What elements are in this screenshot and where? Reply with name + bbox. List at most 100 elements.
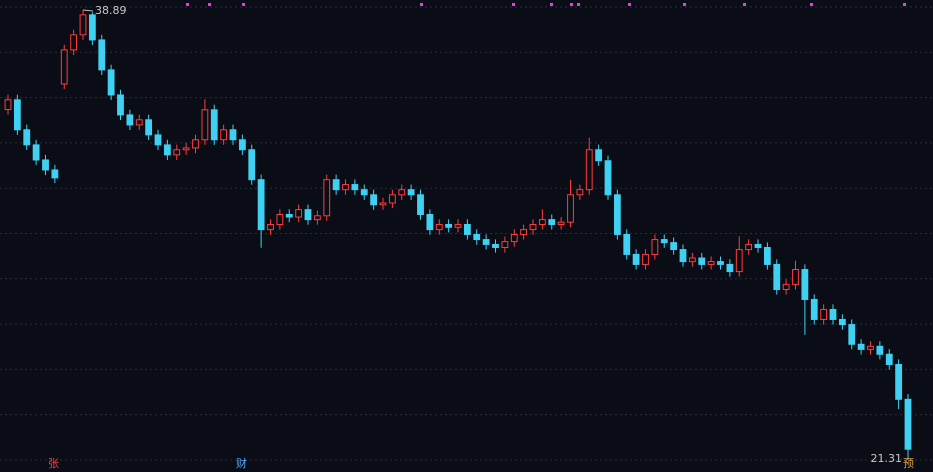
candle-body: [895, 363, 903, 400]
candle-body: [801, 269, 809, 300]
candle-body: [4, 99, 12, 111]
candle-body: [763, 247, 771, 265]
candle-body: [257, 179, 265, 231]
max-label: 38.89: [95, 4, 127, 17]
marker-dot: [810, 3, 813, 6]
candle-body: [632, 253, 640, 265]
marker-dot: [743, 3, 746, 6]
candle-body: [107, 69, 115, 96]
marker-dot: [570, 3, 573, 6]
candle-body: [135, 119, 143, 126]
top-markers: [186, 3, 906, 6]
candle-body: [379, 202, 387, 206]
candle-body: [782, 283, 790, 290]
candle-body: [623, 233, 631, 255]
candle-body: [473, 233, 481, 241]
candle-body: [848, 324, 856, 345]
candle-body: [567, 194, 574, 223]
min-label: 21.31: [871, 452, 903, 465]
candle-body: [613, 194, 621, 235]
candle-body: [88, 14, 96, 41]
max-pointer: [82, 9, 94, 12]
candle-body: [163, 144, 171, 156]
candle-body: [792, 269, 799, 285]
candle-body: [745, 243, 753, 251]
candle-body: [717, 261, 724, 265]
candle-body: [904, 398, 912, 450]
candle-body: [285, 213, 293, 218]
candle-body: [126, 114, 134, 126]
candle-body: [688, 257, 696, 263]
candle-body: [304, 209, 312, 221]
marker-dot: [208, 3, 211, 6]
marker-label: 张: [48, 457, 59, 470]
candle-body: [229, 129, 237, 141]
candle-body: [351, 184, 359, 191]
candle-body: [98, 39, 106, 71]
candle-body: [698, 257, 706, 265]
candle-body: [70, 34, 78, 51]
candle-body: [220, 129, 228, 141]
candle-body: [670, 242, 678, 251]
candle-body: [182, 147, 190, 151]
marker-dot: [683, 3, 686, 6]
candle-body: [117, 94, 124, 116]
candle-body: [726, 263, 734, 273]
candle-body: [642, 253, 649, 265]
candle-body: [445, 223, 453, 228]
candle-body: [857, 343, 865, 350]
candle-body: [267, 223, 274, 231]
marker-dot: [512, 3, 515, 6]
candle-body: [876, 345, 884, 355]
candle-body: [679, 249, 687, 263]
candle-body: [838, 318, 846, 326]
candle-body: [388, 194, 396, 204]
marker-dot: [628, 3, 631, 6]
candle-body: [829, 308, 837, 320]
candle-body: [557, 221, 565, 225]
candle-body: [463, 223, 471, 235]
candle-body: [173, 149, 181, 156]
candle-body: [32, 144, 40, 161]
candle-body: [42, 159, 49, 171]
candle-body: [576, 189, 584, 196]
candle-body: [295, 209, 303, 218]
candle-body: [60, 49, 68, 85]
candle-body: [238, 139, 246, 151]
candle-body: [482, 239, 490, 245]
candle-body: [192, 139, 199, 149]
candle-body: [201, 109, 209, 141]
candle-body: [426, 213, 434, 231]
candle-body: [510, 233, 518, 243]
candle-body: [735, 249, 743, 273]
candle-body: [529, 223, 537, 231]
candle-body: [810, 298, 818, 320]
marker-dot: [242, 3, 245, 6]
candle-body: [585, 149, 593, 191]
candle-body: [398, 189, 406, 196]
marker-dot: [420, 3, 423, 6]
candle-body: [248, 149, 256, 181]
candle-body: [79, 14, 87, 36]
candle-body: [210, 109, 218, 141]
marker-label: 预: [903, 457, 914, 470]
candle-body: [435, 223, 443, 231]
marker-dot: [577, 3, 580, 6]
candle-body: [407, 189, 415, 196]
candle-body: [492, 243, 499, 249]
candle-body: [454, 223, 462, 228]
candle-body: [501, 241, 509, 249]
candle-body: [754, 243, 762, 249]
candle-body: [520, 229, 528, 235]
candle-body: [651, 239, 659, 255]
candles: 38.89 21.31: [4, 4, 912, 465]
candle-body: [660, 239, 668, 244]
candle-body: [773, 263, 781, 290]
candle-body: [323, 179, 331, 217]
candle-body: [595, 149, 603, 162]
candle-body: [370, 194, 378, 206]
candle-body: [332, 179, 340, 191]
candle-body: [867, 345, 874, 350]
